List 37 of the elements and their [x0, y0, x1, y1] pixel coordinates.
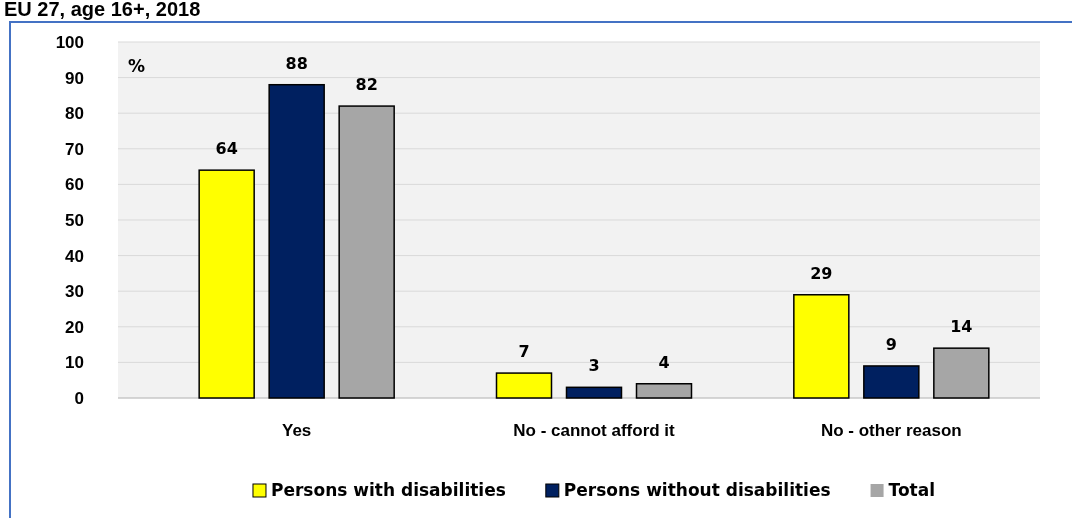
y-tick-label: 20	[65, 317, 84, 337]
data-label: 82	[355, 75, 378, 95]
y-tick-label: 10	[65, 353, 84, 373]
legend-label: Persons without disabilities	[563, 480, 831, 500]
legend-label: Total	[888, 480, 936, 500]
legend-label: Persons with disabilities	[270, 480, 506, 500]
y-tick-label: 40	[65, 246, 84, 266]
y-tick-label: 100	[55, 32, 84, 52]
y-tick-label: 30	[65, 282, 84, 302]
bar	[198, 169, 255, 399]
data-label: 29	[810, 263, 833, 283]
y-tick-label: 0	[74, 388, 84, 408]
bar	[565, 386, 623, 399]
bar	[635, 383, 693, 399]
y-tick-label: 70	[65, 139, 84, 159]
y-tick-label: 60	[65, 175, 84, 195]
bar	[338, 105, 395, 399]
y-axis-title: %	[128, 56, 146, 76]
data-label: 64	[215, 139, 238, 159]
bar	[793, 294, 850, 399]
bar	[933, 347, 990, 399]
data-label: 88	[285, 53, 308, 73]
bar	[863, 365, 920, 399]
y-tick-label: 80	[65, 104, 84, 124]
data-label: 4	[658, 352, 670, 372]
data-label: 7	[518, 342, 530, 362]
data-label: 3	[588, 356, 600, 376]
y-tick-label: 50	[65, 210, 84, 230]
bar	[268, 83, 325, 399]
bar	[495, 372, 553, 399]
y-tick-label: 90	[65, 68, 84, 88]
chart-title: EU 27, age 16+, 2018	[4, 0, 201, 20]
x-tick-label: No - other reason	[820, 421, 962, 441]
x-tick-label: No - cannot afford it	[513, 421, 676, 441]
data-label: 9	[885, 334, 897, 354]
data-label: 14	[950, 317, 973, 337]
x-tick-label: Yes	[282, 421, 312, 441]
